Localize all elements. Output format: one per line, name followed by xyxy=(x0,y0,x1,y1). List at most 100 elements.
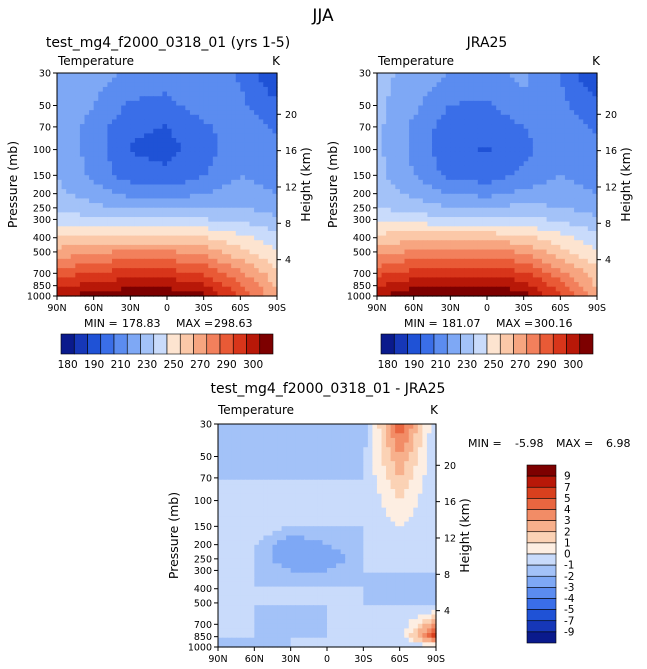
contour-cell xyxy=(491,114,497,121)
contour-cell xyxy=(139,133,145,139)
contour-cell xyxy=(176,175,182,181)
contour-cell xyxy=(473,217,479,223)
contour-cell xyxy=(171,217,177,223)
contour-cell xyxy=(555,82,561,88)
contour-cell xyxy=(199,277,205,283)
contour-cell xyxy=(199,244,205,251)
contour-cell xyxy=(240,133,246,139)
contour-cell xyxy=(222,258,228,265)
contour-cell xyxy=(386,114,392,121)
contour-cell xyxy=(491,170,497,176)
contour-cell xyxy=(217,105,223,111)
contour-cell xyxy=(121,203,127,209)
contour-cell xyxy=(176,235,182,241)
contour-cell xyxy=(477,110,484,116)
contour-cell xyxy=(500,105,506,111)
contour-cell xyxy=(413,119,419,125)
contour-cell xyxy=(116,179,122,186)
contour-cell xyxy=(473,230,479,237)
contour-cell xyxy=(107,207,113,213)
contour-cell xyxy=(57,268,63,274)
contour-cell xyxy=(157,82,164,88)
contour-cell xyxy=(139,258,145,265)
contour-cell xyxy=(112,258,118,265)
contour-cell xyxy=(587,161,594,167)
contour-cell xyxy=(487,124,493,130)
contour-cell xyxy=(477,86,484,93)
contour-cell xyxy=(107,230,113,237)
contour-cell xyxy=(134,175,141,181)
contour-cell xyxy=(436,86,442,93)
contour-cell xyxy=(66,258,72,265)
contour-cell xyxy=(75,105,81,111)
contour-cell xyxy=(176,133,182,139)
contour-cell xyxy=(381,184,387,190)
contour-cell xyxy=(450,212,456,218)
contour-cell xyxy=(134,142,141,148)
contour-cell xyxy=(167,212,173,218)
contour-cell xyxy=(249,277,255,283)
contour-cell xyxy=(162,263,168,269)
contour-cell xyxy=(254,96,260,102)
contour-cell xyxy=(422,272,429,279)
contour-cell xyxy=(431,433,437,439)
contour-cell xyxy=(258,161,264,167)
contour-cell xyxy=(222,189,228,195)
contour-cell xyxy=(404,147,410,153)
contour-cell xyxy=(564,282,571,288)
contour-cell xyxy=(130,268,136,274)
contour-cell xyxy=(528,217,534,223)
contour-cell xyxy=(574,105,580,111)
contour-cell xyxy=(57,138,63,144)
contour-cell xyxy=(418,77,424,83)
contour-cell xyxy=(381,286,387,292)
contour-cell xyxy=(70,133,76,139)
contour-cell xyxy=(180,105,186,111)
contour-cell xyxy=(500,179,506,186)
contour-cell xyxy=(377,189,383,195)
contour-cell xyxy=(399,207,406,213)
contour-cell xyxy=(98,133,104,139)
contour-cell xyxy=(102,184,109,190)
contour-cell xyxy=(528,230,534,237)
contour-cell xyxy=(509,203,516,209)
contour-cell xyxy=(390,128,396,134)
contour-cell xyxy=(587,189,594,195)
contour-cell xyxy=(427,254,433,260)
contour-cell xyxy=(464,161,470,167)
contour-cell xyxy=(587,86,594,93)
contour-cell xyxy=(75,226,81,232)
contour-cell xyxy=(555,207,561,213)
contour-cell xyxy=(194,138,200,144)
contour-cell xyxy=(240,249,246,255)
contour-cell xyxy=(505,105,511,111)
contour-cell xyxy=(226,86,232,93)
contour-cell xyxy=(560,249,566,255)
contour-cell xyxy=(217,277,223,283)
contour-cell xyxy=(345,433,351,439)
contour-cell xyxy=(404,124,410,130)
contour-cell xyxy=(167,249,173,255)
contour-cell xyxy=(258,105,264,111)
contour-cell xyxy=(505,114,511,121)
contour-cell xyxy=(560,282,566,288)
contour-cell xyxy=(116,226,122,232)
contour-cell xyxy=(185,286,191,292)
contour-cell xyxy=(249,105,255,111)
contour-cell xyxy=(395,119,401,125)
lat-tick-label: 60S xyxy=(551,303,569,314)
contour-cell xyxy=(148,114,154,121)
contour-cell xyxy=(167,73,173,79)
contour-cell xyxy=(555,221,561,227)
contour-cell xyxy=(272,263,278,269)
contour-cell xyxy=(130,189,136,195)
contour-cell xyxy=(57,100,63,107)
contour-cell xyxy=(450,230,456,237)
contour-cell xyxy=(404,128,410,134)
contour-cell xyxy=(153,138,159,144)
contour-cell xyxy=(477,230,484,237)
contour-cell xyxy=(102,133,109,139)
contour-cell xyxy=(267,105,274,111)
contour-cell xyxy=(427,147,433,153)
contour-cell xyxy=(272,282,278,288)
